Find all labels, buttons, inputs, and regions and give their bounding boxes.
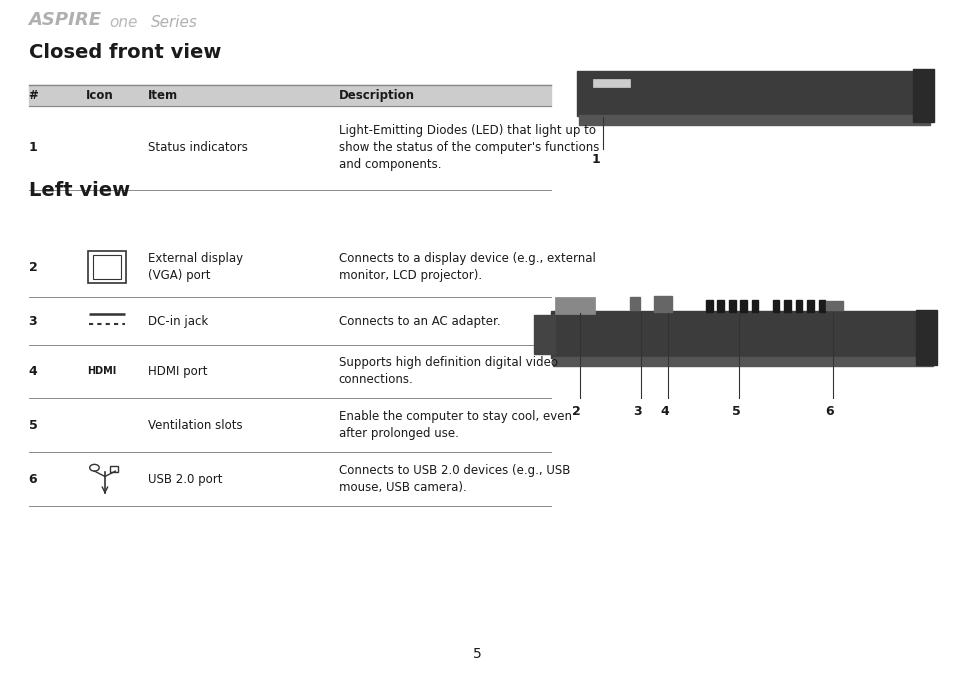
Text: Connects to an AC adapter.: Connects to an AC adapter. — [338, 314, 499, 328]
Bar — [29, 85, 551, 106]
Text: Connects to a display device (e.g., external
monitor, LCD projector).: Connects to a display device (e.g., exte… — [338, 252, 595, 282]
Text: Light-Emitting Diodes (LED) that light up to
show the status of the computer's f: Light-Emitting Diodes (LED) that light u… — [338, 125, 598, 171]
Bar — [593, 79, 629, 87]
Text: Item: Item — [148, 89, 178, 102]
Text: External display
(VGA) port: External display (VGA) port — [148, 252, 243, 282]
Bar — [728, 300, 735, 312]
Bar — [740, 300, 746, 312]
Text: 2: 2 — [29, 260, 37, 274]
Bar — [551, 311, 932, 358]
Text: DC-in jack: DC-in jack — [148, 314, 208, 328]
Bar — [629, 297, 639, 310]
Text: #: # — [29, 89, 38, 102]
Bar — [110, 466, 118, 472]
Bar — [818, 300, 824, 312]
Text: 1: 1 — [591, 153, 599, 166]
Bar — [654, 296, 671, 312]
Text: 3: 3 — [633, 405, 641, 418]
Text: Enable the computer to stay cool, even
after prolonged use.: Enable the computer to stay cool, even a… — [338, 411, 571, 440]
Text: 5: 5 — [472, 647, 481, 661]
Bar — [751, 300, 758, 312]
Bar — [806, 300, 813, 312]
Text: USB 2.0 port: USB 2.0 port — [148, 472, 222, 486]
Text: Icon: Icon — [86, 89, 113, 102]
Text: one: one — [110, 15, 138, 30]
Text: Left view: Left view — [29, 181, 130, 200]
Text: 5: 5 — [29, 419, 37, 432]
Text: 2: 2 — [572, 405, 580, 418]
Bar — [825, 301, 842, 310]
Text: 4: 4 — [29, 365, 37, 378]
Text: Closed front view: Closed front view — [29, 43, 221, 62]
Bar — [555, 297, 595, 314]
Bar — [795, 300, 801, 312]
Bar — [577, 71, 929, 116]
Text: Series: Series — [151, 15, 197, 30]
Bar — [88, 251, 126, 283]
Text: ASPIRE: ASPIRE — [29, 11, 102, 29]
Text: Connects to USB 2.0 devices (e.g., USB
mouse, USB camera).: Connects to USB 2.0 devices (e.g., USB m… — [338, 464, 570, 494]
Text: Description: Description — [338, 89, 415, 102]
Bar — [783, 300, 790, 312]
Text: HDMI: HDMI — [87, 367, 116, 376]
Text: 5: 5 — [731, 405, 740, 418]
Text: 3: 3 — [29, 314, 37, 328]
Bar — [772, 300, 779, 312]
Text: 6: 6 — [824, 405, 833, 418]
Text: Ventilation slots: Ventilation slots — [148, 419, 242, 432]
Bar — [534, 315, 555, 354]
Text: Status indicators: Status indicators — [148, 141, 248, 154]
Text: 1: 1 — [29, 141, 37, 154]
Bar — [717, 300, 723, 312]
Text: HDMI port: HDMI port — [148, 365, 207, 378]
Text: Supports high definition digital video
connections.: Supports high definition digital video c… — [338, 357, 558, 386]
Text: 6: 6 — [29, 472, 37, 486]
Bar — [553, 357, 932, 366]
Bar — [578, 115, 929, 125]
Bar — [915, 310, 936, 365]
Text: 4: 4 — [659, 405, 668, 418]
Bar — [705, 300, 712, 312]
Bar — [92, 255, 121, 279]
Bar — [912, 69, 933, 122]
